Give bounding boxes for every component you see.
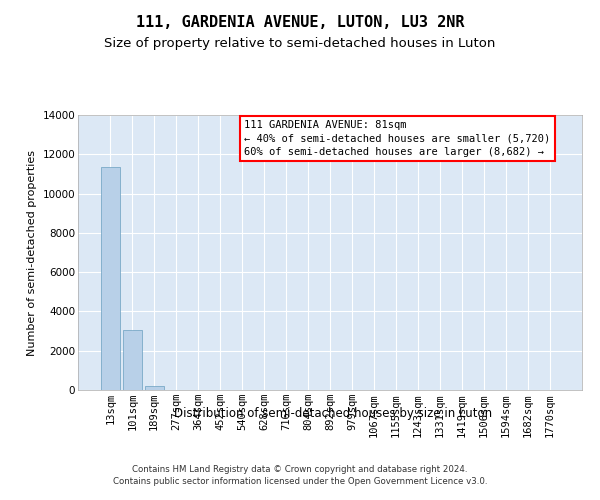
Text: Contains HM Land Registry data © Crown copyright and database right 2024.: Contains HM Land Registry data © Crown c… (132, 465, 468, 474)
Bar (145, 386, 164, 390)
Text: 111 GARDENIA AVENUE: 81sqm
← 40% of semi-detached houses are smaller (5,720)
60%: 111 GARDENIA AVENUE: 81sqm ← 40% of semi… (244, 120, 551, 157)
Bar (101, 167, 119, 390)
Text: 111, GARDENIA AVENUE, LUTON, LU3 2NR: 111, GARDENIA AVENUE, LUTON, LU3 2NR (136, 15, 464, 30)
Text: Contains public sector information licensed under the Open Government Licence v3: Contains public sector information licen… (113, 478, 487, 486)
Text: Size of property relative to semi-detached houses in Luton: Size of property relative to semi-detach… (104, 38, 496, 51)
Bar (123, 330, 142, 390)
Y-axis label: Number of semi-detached properties: Number of semi-detached properties (27, 150, 37, 356)
Text: Distribution of semi-detached houses by size in Luton: Distribution of semi-detached houses by … (174, 408, 492, 420)
